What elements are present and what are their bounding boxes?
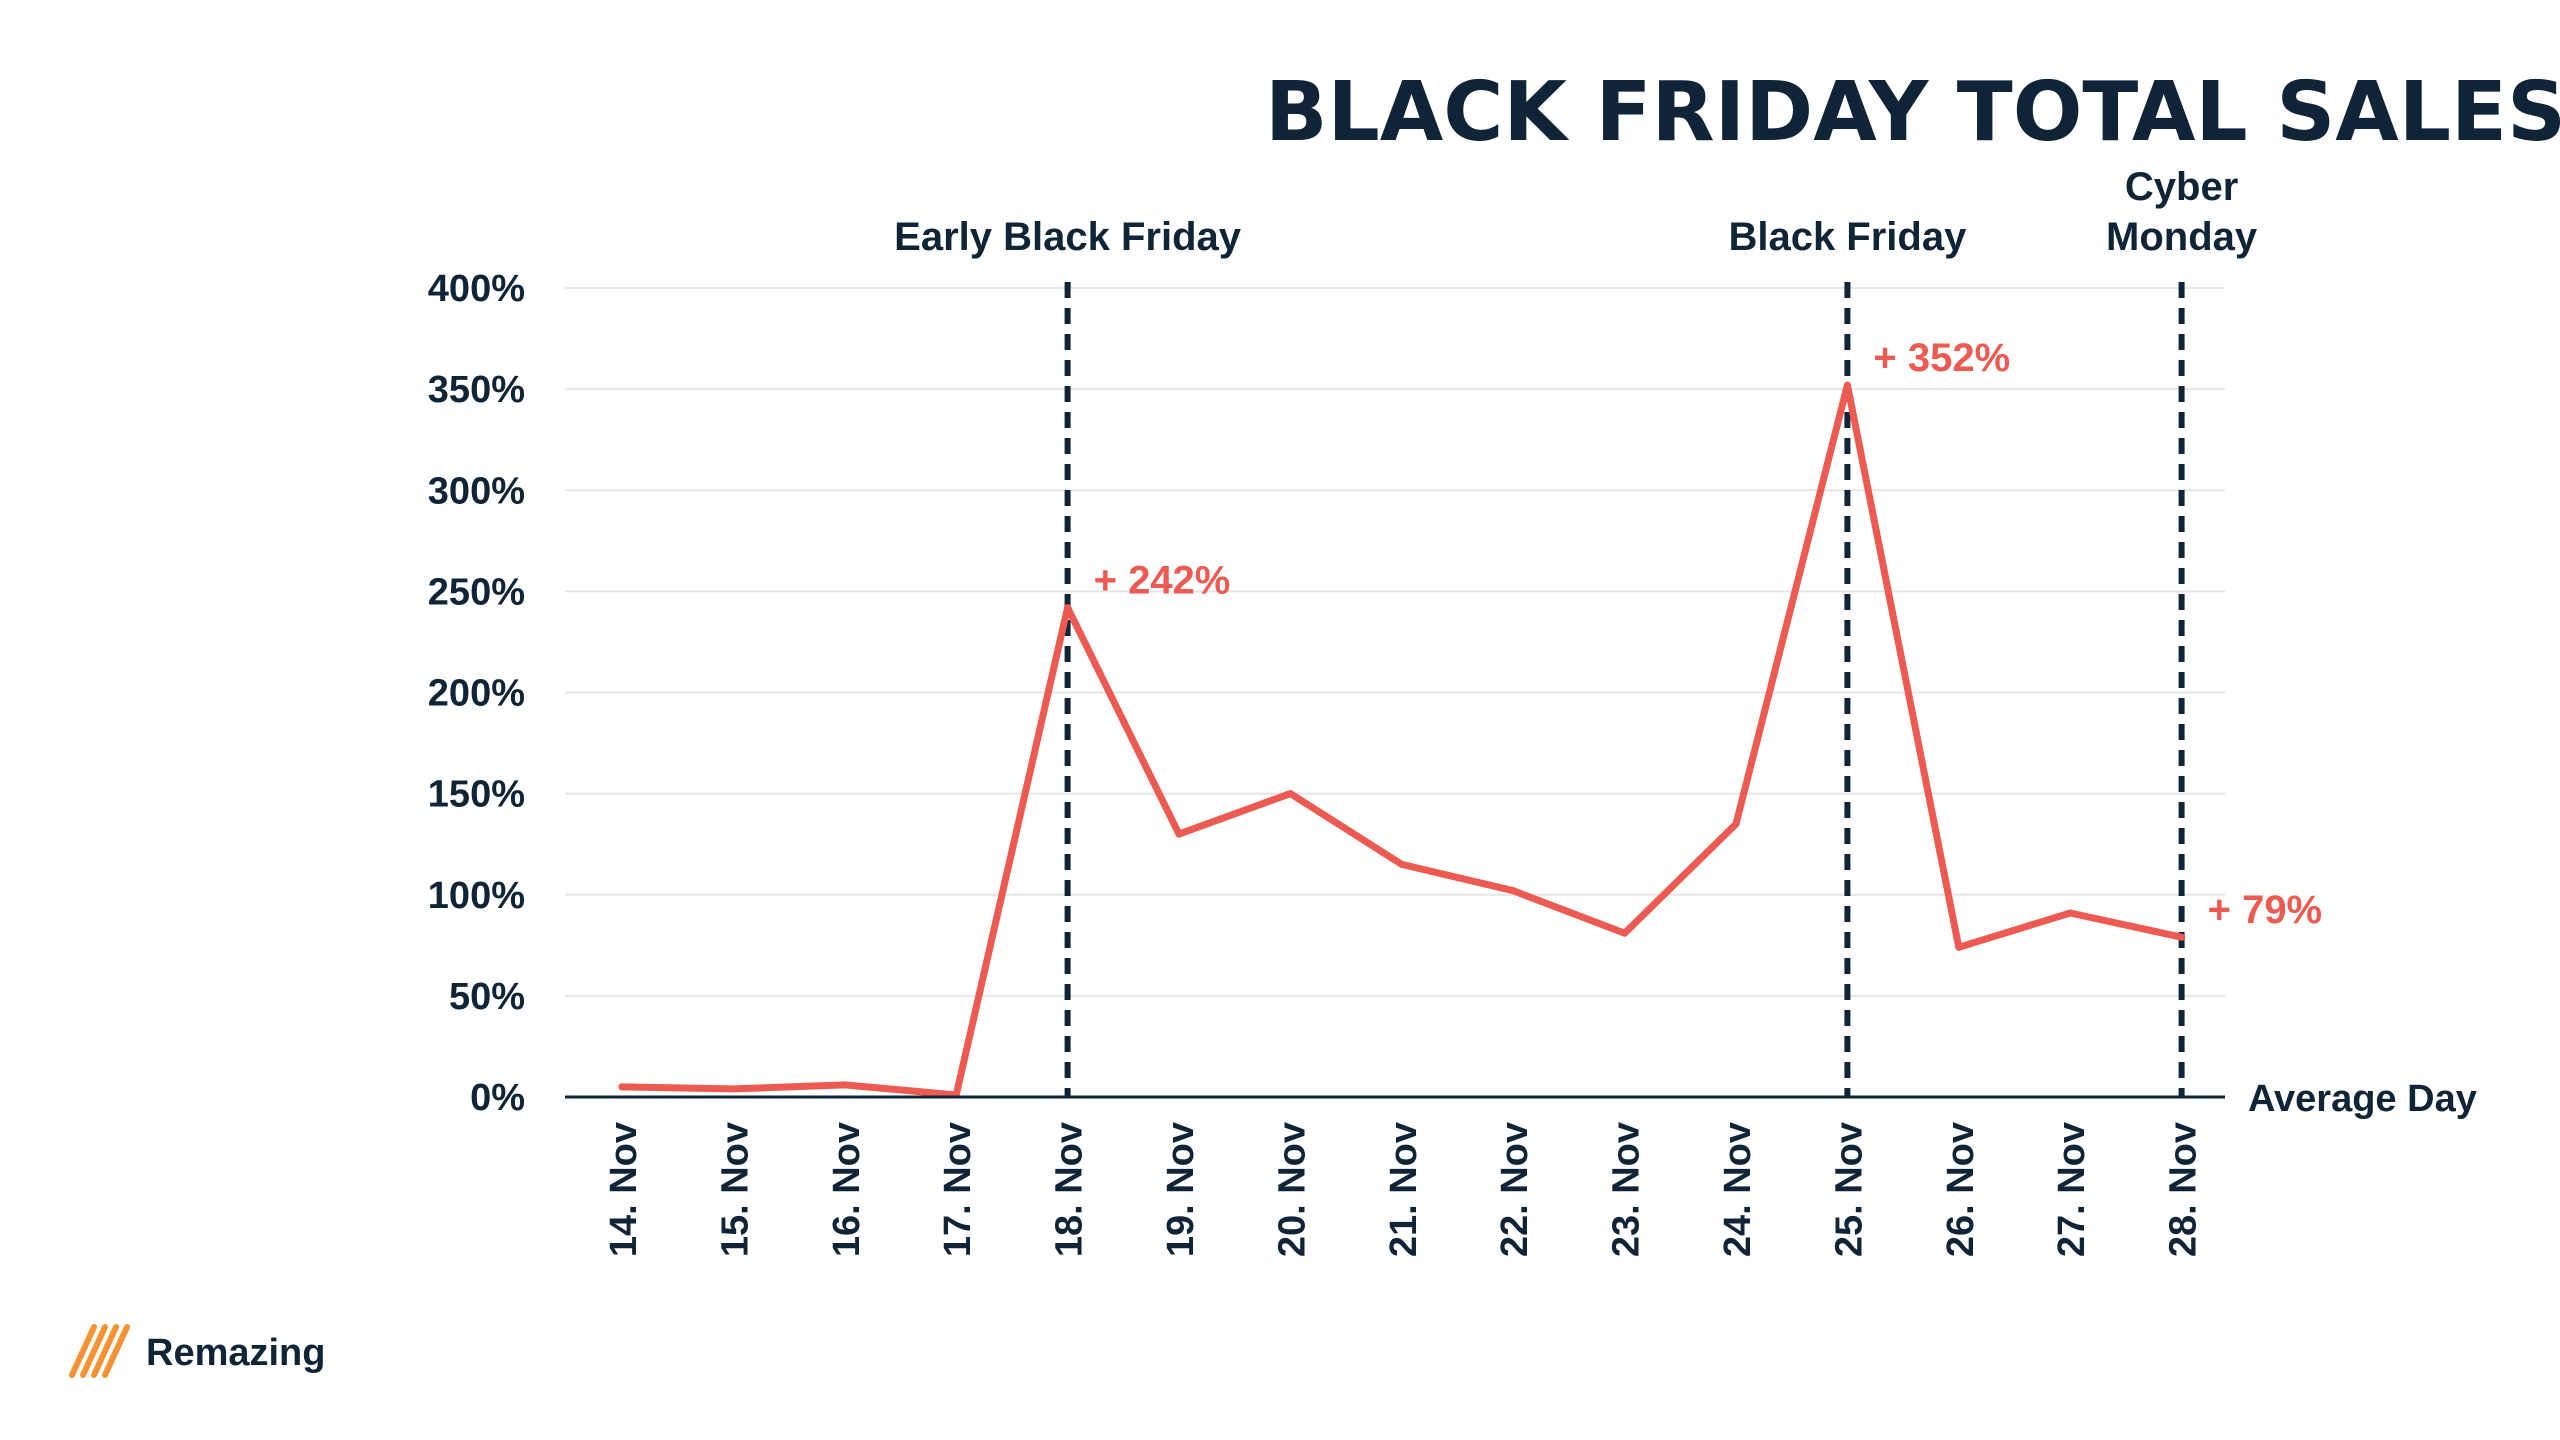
y-tick-label: 50% <box>449 976 525 1018</box>
x-tick-label: 16. Nov <box>826 1122 868 1257</box>
event-label: Monday <box>2106 215 2258 259</box>
x-tick-label: 25. Nov <box>1828 1122 1870 1257</box>
logo-stripe <box>102 1324 130 1378</box>
y-tick-label: 350% <box>428 369 525 411</box>
y-tick-label: 150% <box>428 774 525 816</box>
y-tick-label: 300% <box>428 470 525 512</box>
y-tick-label: 250% <box>428 571 525 613</box>
axis-layer: 0% 50% 100% 150% 200% 250% 300% 350% 400% Average… <box>428 268 2477 1257</box>
logo-stripe <box>80 1324 108 1378</box>
grid-layer <box>565 287 2225 997</box>
baseline-label: Average Day <box>2248 1078 2477 1120</box>
y-tick-label: 0% <box>470 1077 525 1119</box>
y-tick-label: 200% <box>428 673 525 715</box>
x-tick-label: 23. Nov <box>1606 1122 1648 1257</box>
data-point <box>1732 820 1740 828</box>
brand-logo: Remazing <box>69 1324 325 1378</box>
data-point <box>729 1085 737 1093</box>
x-tick-label: 21. Nov <box>1383 1122 1425 1257</box>
annotation-label: + 242% <box>1094 559 1231 603</box>
logo-stripe <box>69 1324 97 1378</box>
x-tick-label: 15. Nov <box>714 1122 756 1257</box>
x-tick-label: 14. Nov <box>603 1122 645 1257</box>
x-tick-label: 18. Nov <box>1049 1122 1091 1257</box>
data-point <box>1064 604 1072 612</box>
data-point <box>618 1083 626 1091</box>
data-point <box>1398 860 1406 868</box>
x-tick-label: 20. Nov <box>1271 1122 1313 1257</box>
x-tick-label: 28. Nov <box>2163 1122 2205 1257</box>
annotation-layer: + 242% + 352% + 79% <box>1094 336 2323 932</box>
chart-title-main: BLACK FRIDAY TOTAL SALES <box>1265 65 2560 160</box>
data-point <box>841 1081 849 1089</box>
data-point <box>2178 933 2186 941</box>
sales-line <box>618 381 2186 1099</box>
remazing-stripes-logo-icon <box>69 1324 130 1378</box>
x-tick-label: 26. Nov <box>1940 1122 1982 1257</box>
data-point <box>1509 887 1517 895</box>
x-tick-label: 17. Nov <box>937 1122 979 1257</box>
brand-name: Remazing <box>146 1332 325 1374</box>
event-label: Black Friday <box>1728 215 1967 259</box>
y-tick-label: 100% <box>428 875 525 917</box>
x-tick-label: 27. Nov <box>2051 1122 2093 1257</box>
series-layer <box>618 381 2186 1099</box>
x-tick-label: 19. Nov <box>1160 1122 1202 1257</box>
x-tick-label: 24. Nov <box>1717 1122 1759 1257</box>
data-point <box>1621 929 1629 937</box>
chart-title: BLACK FRIDAY TOTAL SALES. <box>1265 65 2560 160</box>
annotation-label: + 352% <box>1873 336 2010 380</box>
logo-stripe <box>91 1324 119 1378</box>
data-point <box>1286 790 1294 798</box>
event-label: Cyber <box>2125 165 2238 209</box>
data-point <box>1843 381 1851 389</box>
event-layer: Early Black Friday Black Friday Cyber Monda… <box>894 165 2258 1097</box>
data-point <box>2066 909 2074 917</box>
data-point <box>1175 830 1183 838</box>
event-label: Early Black Friday <box>894 215 1242 259</box>
x-tick-label: 22. Nov <box>1494 1122 1536 1257</box>
annotation-label: + 79% <box>2208 888 2323 932</box>
data-point <box>1955 943 1963 951</box>
y-tick-label: 400% <box>428 268 525 310</box>
